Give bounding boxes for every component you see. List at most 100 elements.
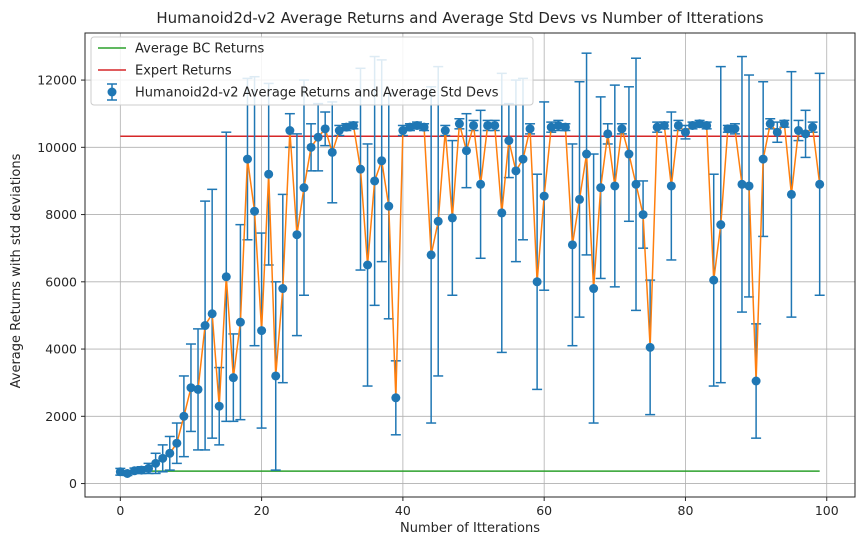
x-tick-label: 40 [395, 503, 411, 518]
data-point [292, 230, 302, 240]
data-point [617, 124, 627, 134]
data-point [589, 284, 599, 294]
x-tick-label: 20 [254, 503, 270, 518]
data-point [765, 119, 775, 129]
data-point [772, 127, 782, 137]
data-point [624, 149, 634, 159]
legend: Average BC Returns Expert Returns Humano… [90, 36, 534, 106]
data-point [384, 201, 394, 211]
data-point [504, 136, 514, 146]
plot-frame [84, 32, 856, 498]
data-point [264, 169, 274, 179]
data-point [320, 124, 330, 134]
data-point [483, 120, 493, 130]
data-point [334, 126, 344, 136]
data-point [122, 468, 132, 478]
data-point [546, 122, 556, 132]
x-tick-label: 60 [536, 503, 552, 518]
legend-expert-label: Expert Returns [135, 64, 232, 79]
grid-layer [85, 33, 855, 497]
data-point [115, 467, 125, 477]
data-point [553, 120, 563, 130]
data-point [137, 465, 147, 475]
data-point [356, 164, 366, 174]
data-point [228, 373, 238, 383]
data-point [793, 126, 803, 136]
data-point [815, 179, 825, 189]
points-layer [115, 119, 825, 478]
data-point [716, 220, 726, 230]
data-point [560, 122, 570, 132]
data-point [525, 124, 535, 134]
x-axis-label: Number of Itterations [400, 521, 540, 536]
data-point [221, 272, 231, 282]
data-point [702, 120, 712, 130]
data-point [299, 183, 309, 193]
data-point [186, 383, 196, 393]
data-point [405, 122, 415, 132]
data-point [709, 275, 719, 285]
data-point [426, 250, 436, 260]
data-point [179, 411, 189, 421]
data-point [313, 132, 323, 142]
data-point [235, 317, 245, 327]
y-tick-label: 8000 [45, 207, 77, 222]
data-point [518, 154, 528, 164]
data-point [539, 191, 549, 201]
data-point [695, 119, 705, 129]
x-tick-label: 0 [116, 503, 124, 518]
data-point [433, 216, 443, 226]
data-point [214, 401, 224, 411]
data-point [779, 119, 789, 129]
data-point [440, 126, 450, 136]
x-tick-label: 80 [678, 503, 694, 518]
data-point [158, 453, 168, 463]
data-point [469, 120, 479, 130]
data-point [511, 166, 521, 176]
data-point [151, 458, 161, 468]
y-tick-label: 6000 [45, 274, 77, 289]
y-ticks: 0 2000 4000 6000 8000 10000 12000 [37, 73, 85, 491]
data-point [172, 438, 182, 448]
x-ticks: 0 20 40 60 80 100 [116, 497, 839, 518]
data-point [193, 384, 203, 394]
legend-bc-label: Average BC Returns [135, 42, 265, 57]
data-point [200, 321, 210, 331]
data-point [652, 122, 662, 132]
data-point [737, 179, 747, 189]
data-point [567, 240, 577, 250]
data-point [165, 448, 175, 458]
data-point [730, 124, 740, 134]
data-point [348, 120, 358, 130]
data-point [285, 126, 295, 136]
data-point [631, 179, 641, 189]
data-point [808, 122, 818, 132]
data-point [341, 122, 351, 132]
y-tick-label: 0 [69, 476, 77, 491]
data-point [723, 124, 733, 134]
data-point [751, 376, 761, 386]
legend-box [90, 36, 534, 106]
data-point [688, 120, 698, 130]
data-point [412, 120, 422, 130]
x-tick-label: 100 [815, 503, 839, 518]
legend-series-label: Humanoid2d-v2 Average Returns and Averag… [135, 86, 499, 101]
data-point [673, 120, 683, 130]
data-point [377, 156, 387, 166]
y-tick-label: 12000 [37, 73, 77, 88]
data-point [419, 122, 429, 132]
data-point [744, 181, 754, 191]
data-point [610, 181, 620, 191]
data-point [242, 154, 252, 164]
data-point [645, 342, 655, 352]
data-point [574, 194, 584, 204]
legend-errorbar-swatch [107, 83, 117, 101]
data-point [207, 309, 217, 319]
data-point [271, 371, 281, 381]
data-point [476, 179, 486, 189]
data-point [596, 183, 606, 193]
data-point [801, 129, 811, 139]
data-point [391, 393, 401, 403]
data-point [454, 119, 464, 129]
